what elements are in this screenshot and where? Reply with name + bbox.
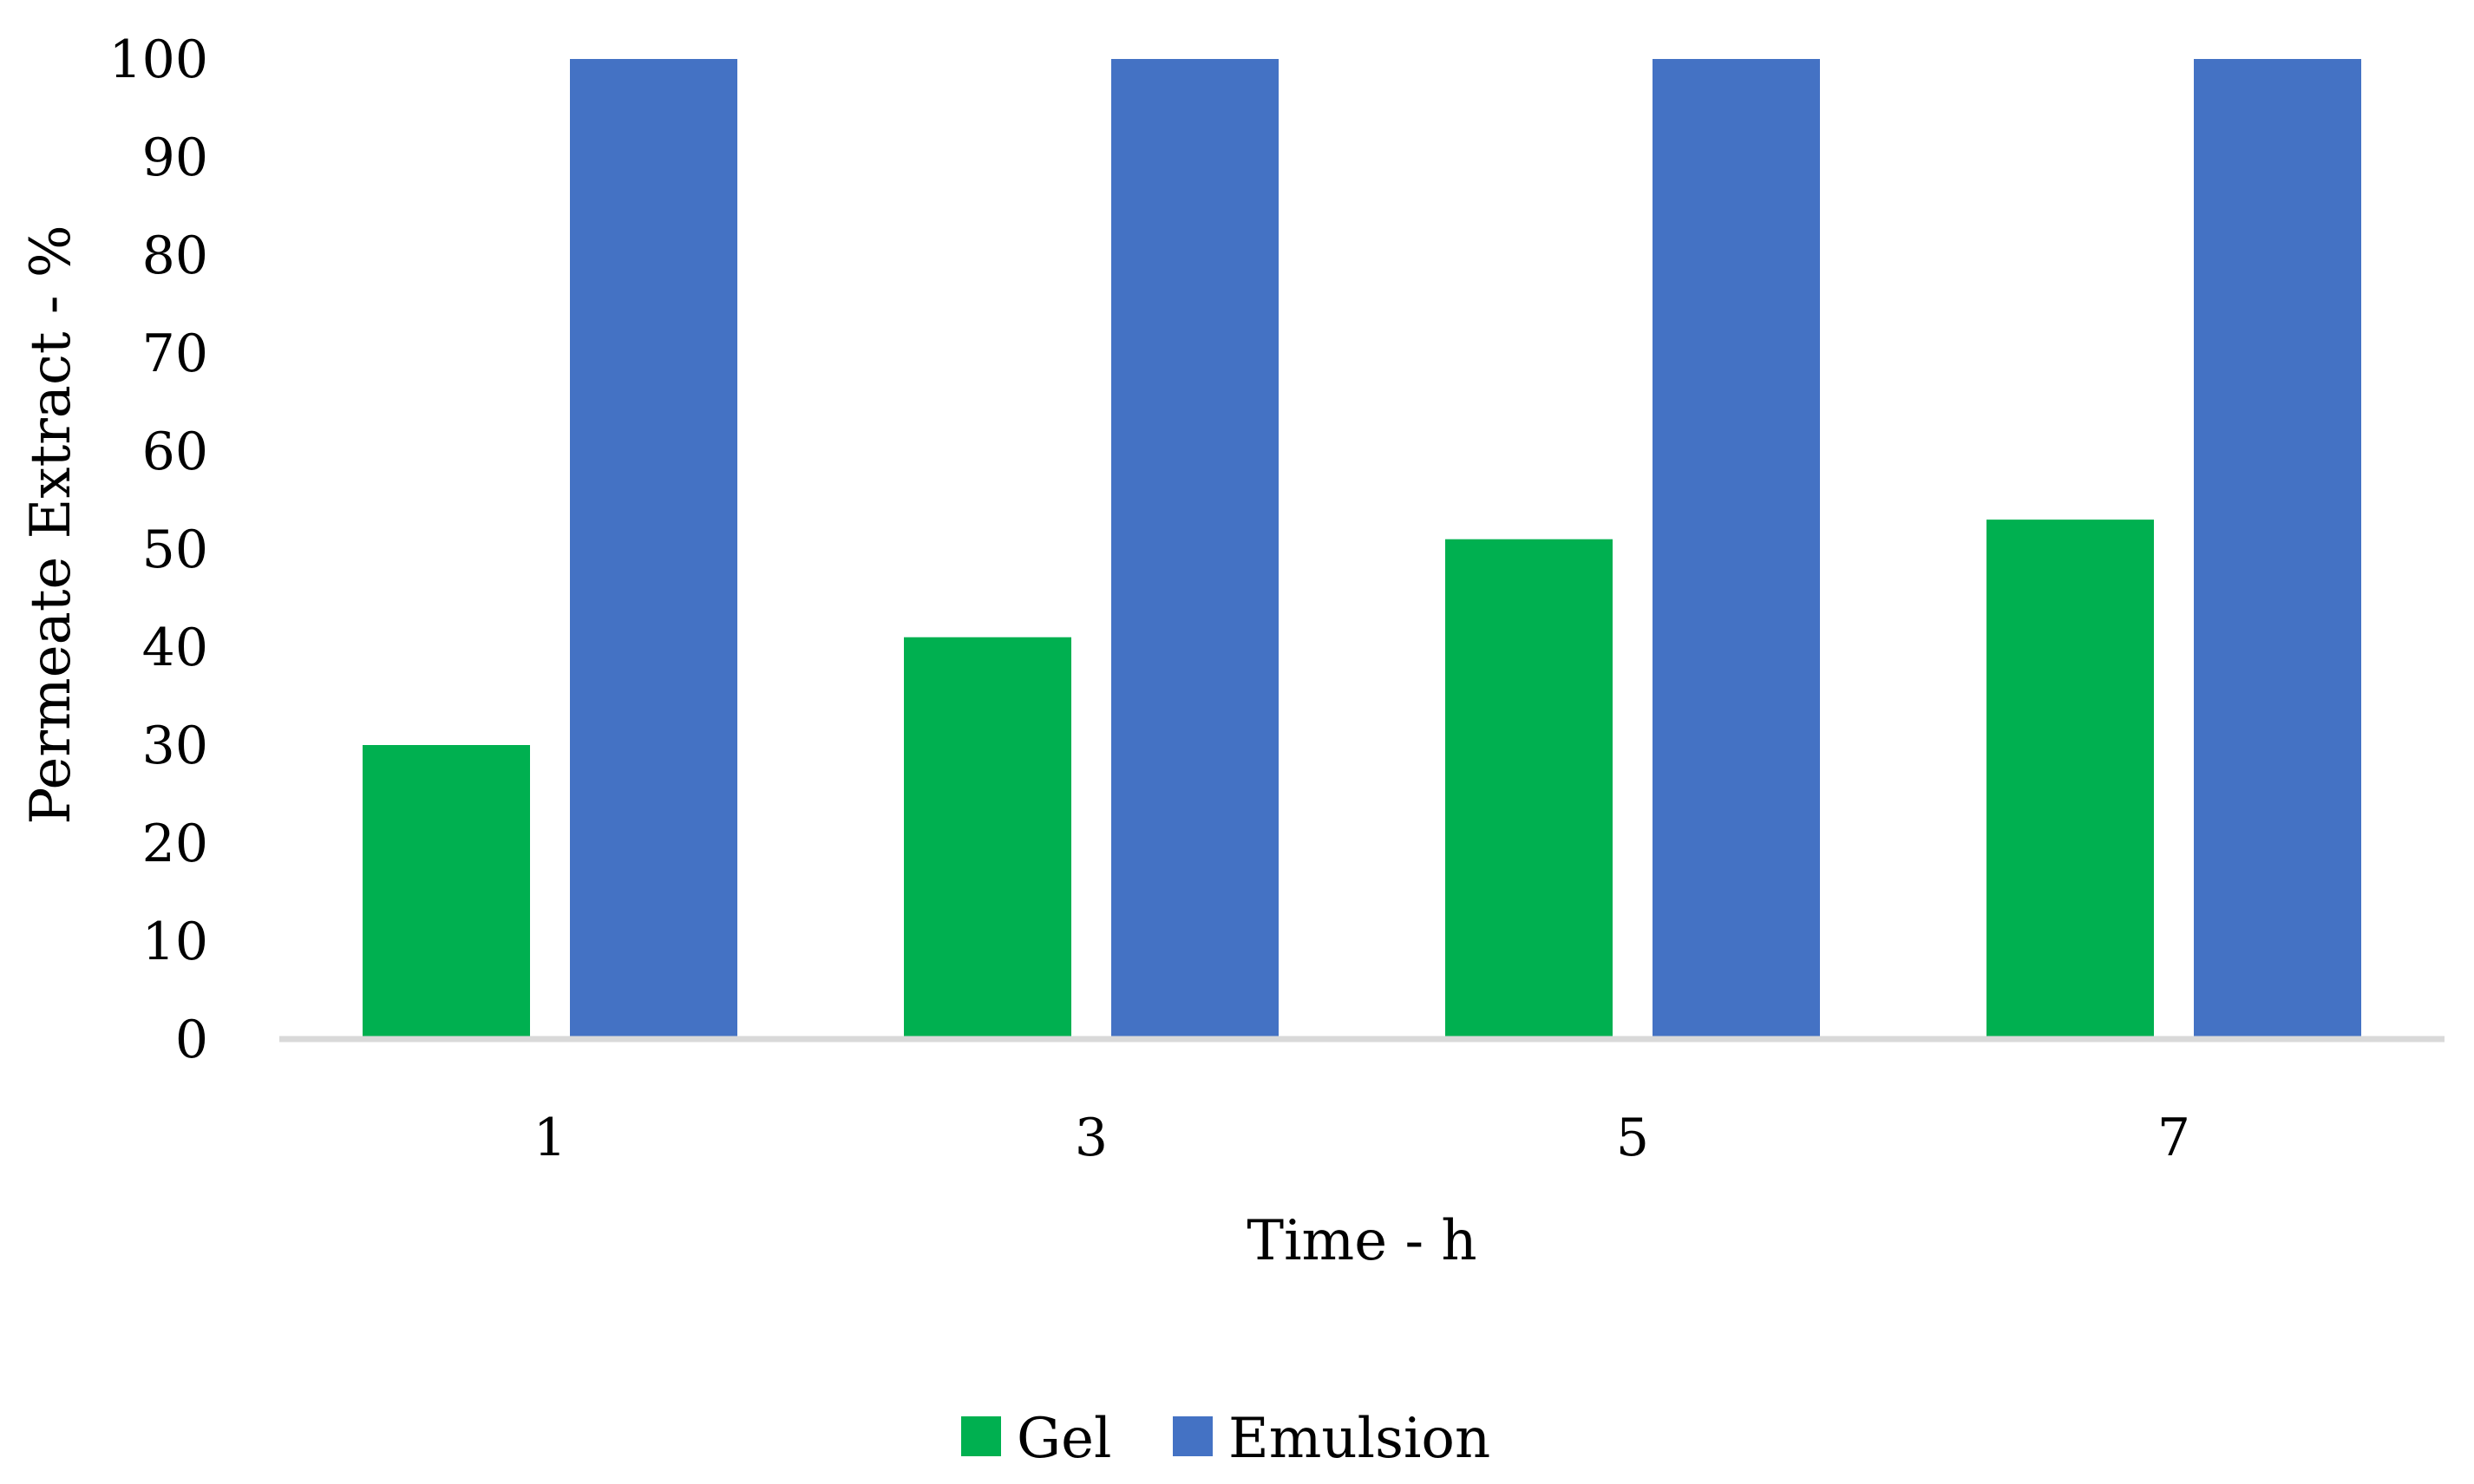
y-tick-label: 10 <box>142 912 208 972</box>
legend: Gel Emulsion <box>961 1407 1490 1471</box>
y-tick-label: 30 <box>142 716 208 776</box>
bar-gel-5 <box>1445 539 1613 1039</box>
x-axis-ticks: 1 3 5 7 <box>533 1108 2190 1168</box>
y-tick-label: 40 <box>142 618 208 678</box>
bar-emulsion-7 <box>2194 59 2361 1039</box>
x-axis-title: Time - h <box>1247 1209 1476 1273</box>
legend-label: Gel <box>1017 1407 1111 1471</box>
legend-swatch <box>961 1416 1001 1456</box>
legend-label: Emulsion <box>1228 1407 1490 1471</box>
y-tick-label: 50 <box>142 520 208 580</box>
bar-gel-3 <box>904 637 1071 1039</box>
legend-item-gel: Gel <box>961 1407 1111 1471</box>
y-tick-label: 80 <box>142 226 208 286</box>
x-tick-label: 5 <box>1616 1108 1649 1168</box>
x-tick-label: 3 <box>1075 1108 1108 1168</box>
x-tick-label: 7 <box>2157 1108 2190 1168</box>
legend-item-emulsion: Emulsion <box>1173 1407 1490 1471</box>
x-tick-label: 1 <box>533 1108 566 1168</box>
y-tick-label: 100 <box>108 29 208 90</box>
bar-gel-1 <box>363 745 530 1039</box>
bar-emulsion-3 <box>1111 59 1279 1039</box>
y-axis-ticks: 0 10 20 30 40 50 60 70 80 90 100 <box>108 29 208 1070</box>
bars <box>363 59 2361 1039</box>
bar-gel-7 <box>1986 520 2154 1039</box>
y-axis-title: Permeate Extract - % <box>19 225 83 824</box>
y-tick-label: 0 <box>175 1010 208 1070</box>
bar-emulsion-5 <box>1653 59 1820 1039</box>
y-tick-label: 90 <box>142 127 208 188</box>
bar-emulsion-1 <box>570 59 737 1039</box>
y-tick-label: 60 <box>142 422 208 482</box>
y-tick-label: 20 <box>142 814 208 874</box>
legend-swatch <box>1173 1416 1213 1456</box>
y-tick-label: 70 <box>142 324 208 384</box>
